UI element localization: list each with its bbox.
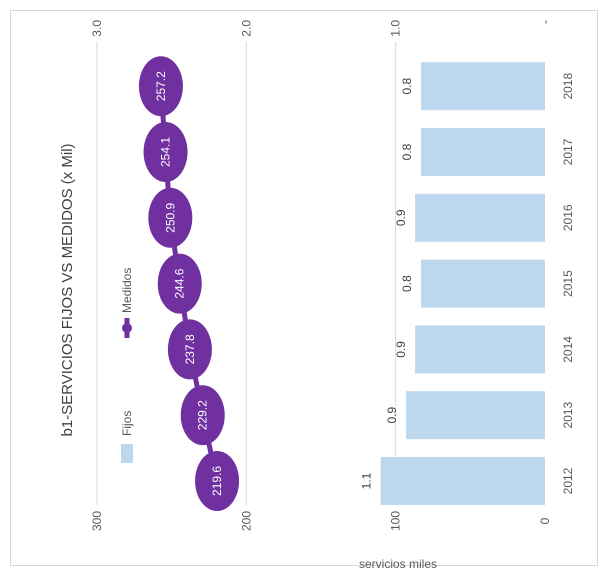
bar-axis-ticks: 0 100 200 300: [90, 511, 552, 531]
legend: Fijos Medidos: [120, 268, 134, 463]
medidos-data-label: 219.6: [210, 466, 224, 496]
medidos-marker: [180, 385, 225, 446]
medidos-marker: [195, 451, 240, 511]
legend-swatch-fijos: [121, 444, 133, 463]
chart-title: b1-SERVICIOS FIJOS VS MEDIDOS (x Mil): [59, 143, 76, 436]
category-axis-ticks: 2012 2013 2014 2015 2016 2017 2018: [561, 73, 575, 495]
secondary-axis-tick-label: 1.0: [389, 20, 403, 37]
medidos-marker: [138, 56, 183, 117]
medidos-marker: [167, 319, 212, 380]
fijos-bar: [421, 128, 545, 176]
bar-axis-tick-label: 300: [90, 511, 104, 531]
medidos-data-label: 237.8: [183, 334, 197, 364]
medidos-data-label: 250.9: [163, 202, 177, 232]
medidos-data-labels: 219.6 229.2 237.8 244.6 250.9 254.1 257.2: [138, 56, 240, 511]
medidos-data-label: 257.2: [154, 71, 168, 101]
fijos-bar-label: 0.9: [394, 209, 408, 226]
category-tick-label: 2017: [561, 138, 575, 165]
category-tick-label: 2016: [561, 204, 575, 231]
medidos-data-label: 229.2: [196, 400, 210, 430]
category-tick-label: 2013: [561, 402, 575, 429]
fijos-bar-label: 0.8: [400, 78, 414, 95]
bar-axis-tick-label: 200: [239, 511, 253, 531]
category-tick-label: 2012: [561, 467, 575, 494]
secondary-axis-tick-label: -: [538, 20, 552, 24]
fijos-bar: [406, 391, 545, 440]
bar-axis-tick-label: 100: [389, 511, 403, 531]
category-tick-label: 2018: [561, 73, 575, 100]
medidos-data-label: 254.1: [159, 137, 173, 167]
fijos-data-labels: 1.1 0.9 0.9 0.8 0.9 0.8 0.8: [360, 78, 414, 490]
secondary-axis-ticks: - 1.0 2.0 3.0: [90, 20, 552, 37]
fijos-bar-label: 0.9: [394, 341, 408, 358]
fijos-bar-label: 0.8: [400, 275, 414, 292]
medidos-marker: [148, 187, 193, 248]
gridlines: [96, 42, 397, 505]
fijos-bar: [415, 193, 545, 242]
fijos-bar-label: 0.9: [385, 407, 399, 424]
secondary-axis-tick-label: 2.0: [239, 20, 253, 37]
secondary-axis-tick-label: 3.0: [90, 20, 104, 37]
category-tick-label: 2014: [561, 336, 575, 363]
legend-marker-medidos: [122, 323, 132, 333]
fijos-bar: [421, 259, 545, 308]
y-axis-label: servicios miles: [359, 557, 437, 571]
fijos-bar: [421, 62, 545, 111]
fijos-bar-label: 0.8: [400, 143, 414, 160]
medidos-marker: [157, 253, 202, 314]
fijos-bar-label: 1.1: [360, 472, 374, 489]
category-tick-label: 2015: [561, 270, 575, 297]
fijos-bar: [380, 457, 545, 505]
legend-label-medidos: Medidos: [120, 268, 134, 313]
fijos-bar: [415, 325, 545, 374]
medidos-data-label: 244.6: [173, 268, 187, 298]
legend-label-fijos: Fijos: [120, 411, 134, 436]
bar-axis-tick-label: 0: [538, 517, 552, 524]
medidos-marker: [143, 122, 188, 182]
fijos-bars: [380, 62, 545, 505]
